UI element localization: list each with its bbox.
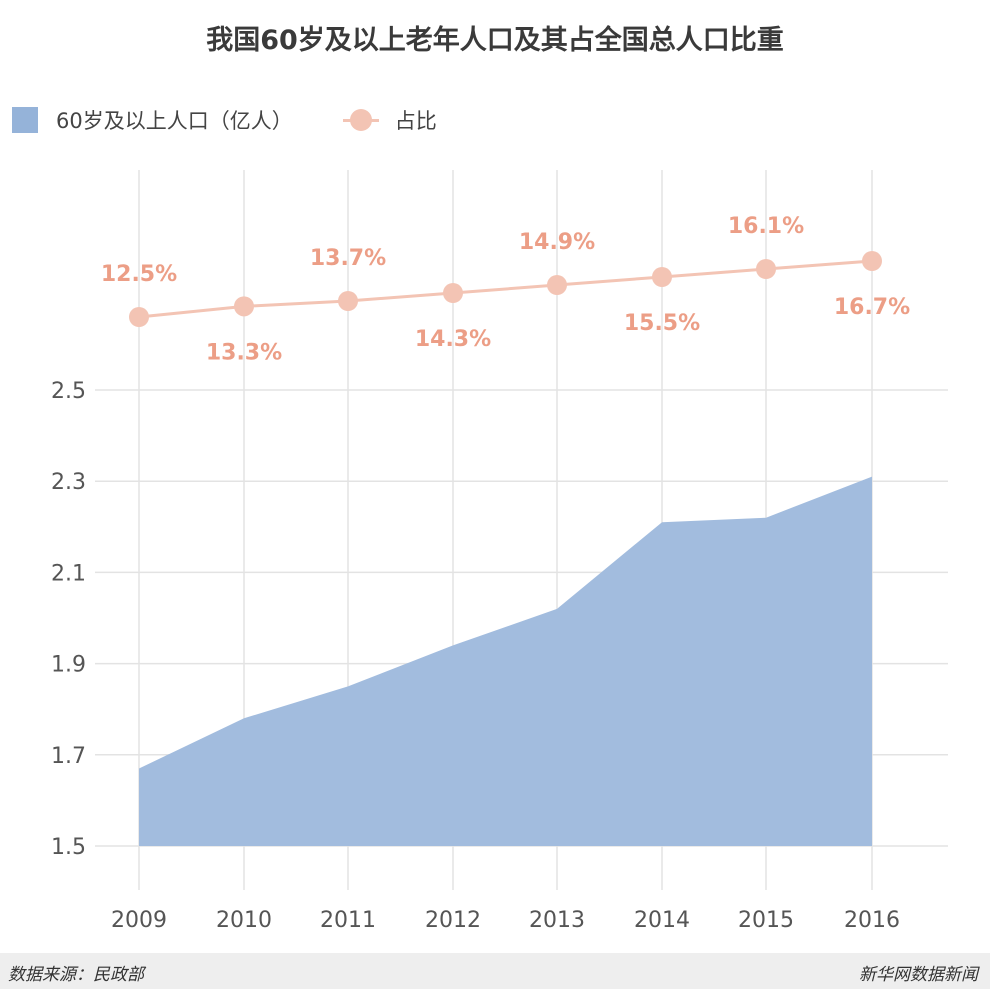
ratio-label-2010: 13.3% (206, 340, 282, 365)
legend-swatch-line (342, 107, 379, 133)
y-tick-label: 2.1 (51, 561, 86, 586)
y-tick-label: 1.5 (51, 835, 86, 860)
ratio-label-2014: 15.5% (624, 311, 700, 336)
line-series-ratio (138, 259, 873, 319)
x-tick-label-2009: 2009 (111, 908, 167, 933)
ratio-point-2016 (862, 251, 882, 271)
y-tick-label: 2.3 (51, 470, 86, 495)
ratio-label-2009: 12.5% (101, 262, 177, 287)
ratio-label-2011: 13.7% (310, 246, 386, 271)
x-tick-label-2011: 2011 (320, 908, 376, 933)
y-tick-label: 2.5 (51, 379, 86, 404)
ratio-label-2016: 16.7% (834, 295, 910, 320)
y-tick-label: 1.9 (51, 653, 86, 678)
legend-item-ratio: 占比 (342, 105, 437, 135)
legend-swatch-area (12, 107, 38, 133)
footer-bar: 数据来源：民政部 新华网数据新闻 (0, 953, 990, 989)
x-tick-label-2013: 2013 (529, 908, 585, 933)
chart-plot: 1.5 1.7 1.9 2.1 2.3 2.5 2009 2010 2011 2012 2013 20… (51, 170, 948, 933)
ratio-point-2012 (443, 283, 463, 303)
y-tick-label: 1.7 (51, 744, 86, 769)
x-tick-label-2016: 2016 (844, 908, 900, 933)
ratio-label-2012: 14.3% (415, 327, 491, 352)
ratio-label-2015: 16.1% (728, 214, 804, 239)
ratio-label-2013: 14.9% (519, 230, 595, 255)
x-tick-label-2014: 2014 (634, 908, 690, 933)
chart-legend: 60岁及以上人口（亿人） 占比 (12, 103, 487, 137)
ratio-point-2011 (338, 291, 358, 311)
x-tick-label-2015: 2015 (738, 908, 794, 933)
legend-item-population: 60岁及以上人口（亿人） (12, 105, 293, 135)
chart-title: 我国60岁及以上老年人口及其占全国总人口比重 (206, 25, 784, 56)
ratio-point-2015 (756, 259, 776, 279)
ratio-point-2013 (547, 275, 567, 295)
ratio-point-2010 (234, 296, 254, 317)
ratio-point-2014 (652, 267, 672, 287)
legend-label-population: 60岁及以上人口（亿人） (56, 109, 293, 133)
legend-label-ratio: 占比 (394, 109, 437, 133)
x-tick-label-2012: 2012 (425, 908, 481, 933)
data-source: 数据来源：民政部 (8, 965, 144, 985)
x-tick-label-2010: 2010 (216, 908, 272, 933)
brand-name: 新华网数据新闻 (859, 965, 978, 985)
area-series-population (139, 476, 872, 846)
ratio-point-2009 (129, 307, 149, 327)
